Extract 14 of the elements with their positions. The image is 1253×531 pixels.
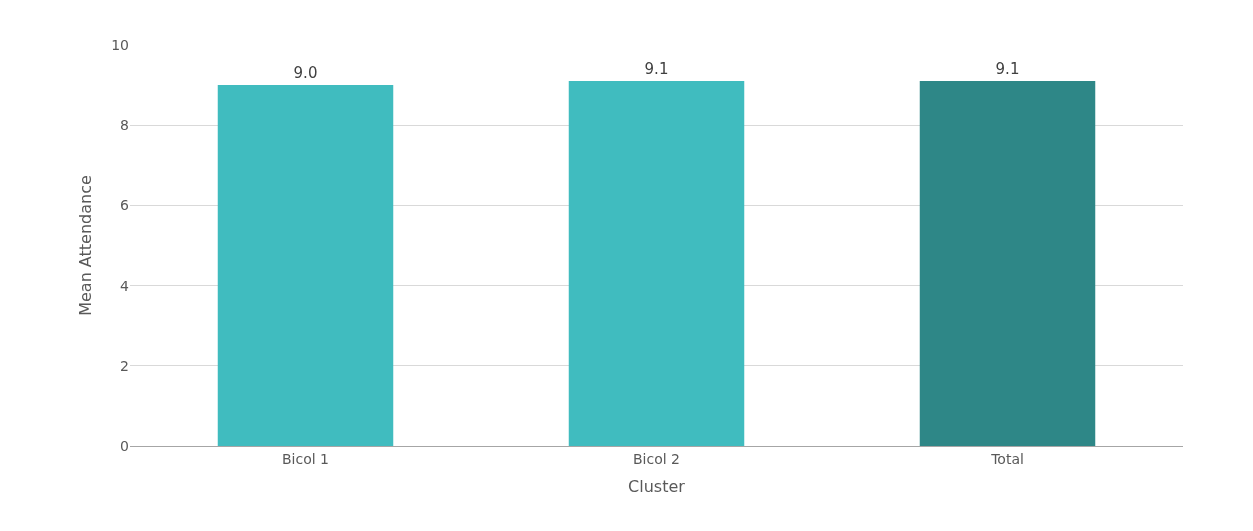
y-tick-label: 0 xyxy=(120,437,129,454)
y-tick-label: 6 xyxy=(120,197,130,214)
data-label: 9.1 xyxy=(995,60,1020,79)
y-tick-label: 2 xyxy=(120,357,129,374)
y-axis-title: Mean Attendance xyxy=(76,175,96,316)
x-axis-title: Cluster xyxy=(628,477,686,497)
y-tick-label: 10 xyxy=(111,36,129,53)
x-tick-label: Bicol 2 xyxy=(632,450,681,467)
data-label: 9.1 xyxy=(644,60,669,79)
data-label: 9.0 xyxy=(293,64,318,83)
y-tick-label: 8 xyxy=(120,117,129,134)
x-tick-label: Bicol 1 xyxy=(281,450,330,467)
y-tick-label: 4 xyxy=(120,277,130,294)
x-tick-label: Total xyxy=(990,450,1024,467)
